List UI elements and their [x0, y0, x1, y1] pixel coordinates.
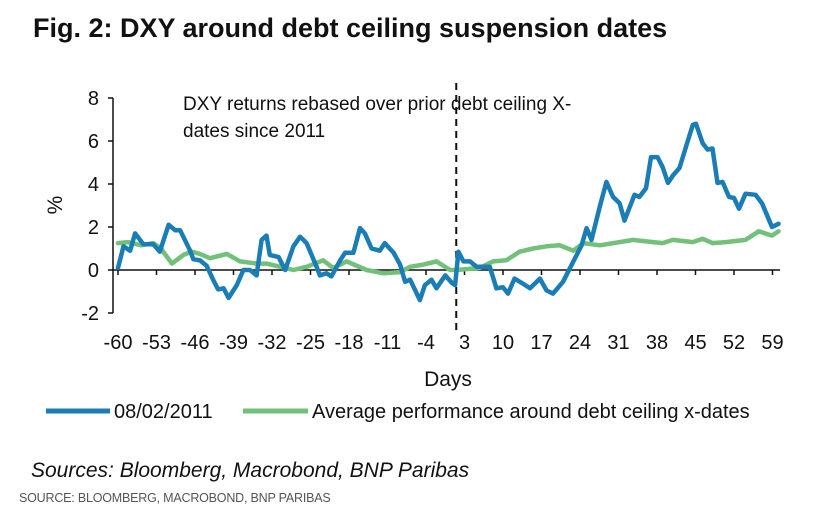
x-tick-label: 45 — [684, 332, 706, 354]
x-tick-label: 52 — [723, 332, 745, 354]
x-tick-label: 31 — [607, 332, 629, 354]
y-tick-label: 4 — [88, 174, 99, 196]
y-axis-label: % — [44, 196, 67, 215]
x-tick-label: -11 — [374, 332, 401, 354]
legend: 08/02/2011 Average performance around de… — [46, 401, 750, 423]
series-line-average — [115, 229, 781, 276]
y-tick-label: 2 — [88, 217, 99, 239]
x-tick-label: 38 — [646, 332, 668, 354]
x-tick-label: 17 — [530, 332, 552, 354]
source-caption: SOURCE: BLOOMBERG, MACROBOND, BNP PARIBA… — [19, 491, 331, 505]
x-tick-label: -53 — [142, 332, 171, 354]
legend-label-green: Average performance around debt ceiling … — [312, 401, 750, 423]
x-tick-label: -46 — [181, 332, 210, 354]
sources-note: Sources: Bloomberg, Macrobond, BNP Parib… — [31, 459, 470, 482]
legend-label-blue: 08/02/2011 — [114, 401, 213, 423]
y-tick-label: 8 — [88, 88, 99, 110]
x-tick-label: -32 — [258, 332, 287, 354]
x-tick-label: 10 — [492, 332, 514, 354]
annotation-line-1: DXY returns rebased over prior debt ceil… — [183, 94, 571, 115]
y-tick-label: 6 — [88, 131, 99, 153]
x-axis-label: Days — [424, 368, 472, 391]
x-tick-label: 3 — [459, 332, 470, 354]
annotation-line-2: dates since 2011 — [183, 121, 325, 142]
x-tick-label: 59 — [761, 332, 783, 354]
series-line-08-02-2011 — [115, 121, 781, 303]
x-tick-label: -60 — [104, 332, 133, 354]
y-tick-label: 0 — [88, 260, 99, 282]
x-tick-label: 24 — [569, 332, 591, 354]
x-tick-label: -4 — [417, 332, 435, 354]
x-tick-label: -25 — [296, 332, 325, 354]
y-tick-label: -2 — [81, 303, 99, 325]
chart-title: Fig. 2: DXY around debt ceiling suspensi… — [33, 13, 668, 43]
series-lines — [115, 121, 781, 303]
x-tick-label: -39 — [219, 332, 248, 354]
x-tick-label: -18 — [335, 332, 364, 354]
